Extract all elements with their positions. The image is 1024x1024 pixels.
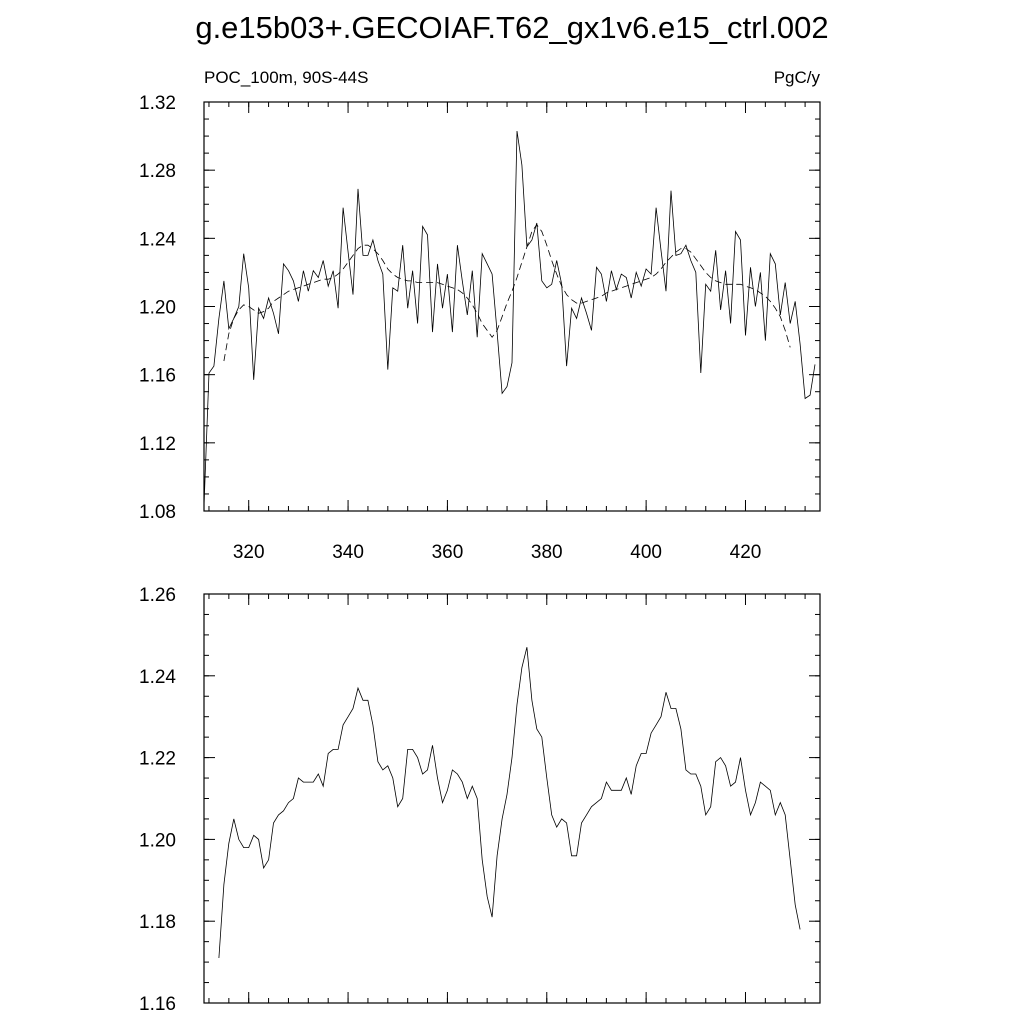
bottom-y-tick-label: 1.20 xyxy=(139,830,176,851)
top-y-tick-label: 1.24 xyxy=(139,229,176,250)
top-series-solid-line xyxy=(203,130,816,506)
top-x-tick-label: 400 xyxy=(630,542,662,563)
top-y-tick-label: 1.08 xyxy=(139,502,176,523)
top-panel: POC_100m, 90S-44S PgC/y 1.08 1.12 1.16 1.20… xyxy=(139,68,821,563)
bottom-y-tick-label: 1.24 xyxy=(139,667,176,688)
top-x-tick-label: 380 xyxy=(531,542,563,563)
bottom-y-tick-label: 1.16 xyxy=(139,994,176,1015)
top-y-tick-label: 1.16 xyxy=(139,366,176,387)
top-panel-left-label: POC_100m, 90S-44S xyxy=(204,68,368,87)
top-y-tick-label: 1.28 xyxy=(139,161,176,182)
bottom-y-tick-label: 1.26 xyxy=(139,585,176,606)
top-plot-frame xyxy=(203,101,821,512)
top-y-tick-label: 1.20 xyxy=(139,298,176,319)
bottom-y-tick-label: 1.18 xyxy=(139,912,176,933)
top-x-tick-label: 340 xyxy=(332,542,364,563)
bottom-panel: 1.16 1.18 1.20 1.22 1.24 1.26 xyxy=(139,585,821,1015)
top-panel-units-label: PgC/y xyxy=(774,68,821,87)
top-x-tick-label: 360 xyxy=(432,542,464,563)
figure-title: g.e15b03+.GECOIAF.T62_gx1v6.e15_ctrl.002 xyxy=(195,10,828,45)
top-x-tick-label: 420 xyxy=(730,542,762,563)
top-x-tick-label: 320 xyxy=(233,542,265,563)
top-y-tick-label: 1.32 xyxy=(139,93,176,114)
bottom-plot-frame xyxy=(203,593,821,1004)
top-series-dashed-line xyxy=(223,224,791,362)
bottom-y-tick-label: 1.22 xyxy=(139,749,176,770)
top-y-tick-label: 1.12 xyxy=(139,434,176,455)
bottom-series-solid-line xyxy=(218,647,801,959)
